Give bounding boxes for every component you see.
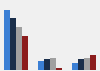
Bar bbox=[72, 63, 78, 70]
Bar bbox=[84, 58, 90, 70]
Bar bbox=[90, 55, 96, 70]
Bar bbox=[38, 61, 44, 70]
Bar bbox=[4, 10, 10, 70]
Bar bbox=[78, 59, 84, 70]
Bar bbox=[56, 68, 62, 70]
Bar bbox=[50, 59, 56, 70]
Bar bbox=[44, 59, 50, 70]
Bar bbox=[16, 27, 22, 70]
Bar bbox=[22, 36, 28, 70]
Bar bbox=[10, 18, 16, 70]
